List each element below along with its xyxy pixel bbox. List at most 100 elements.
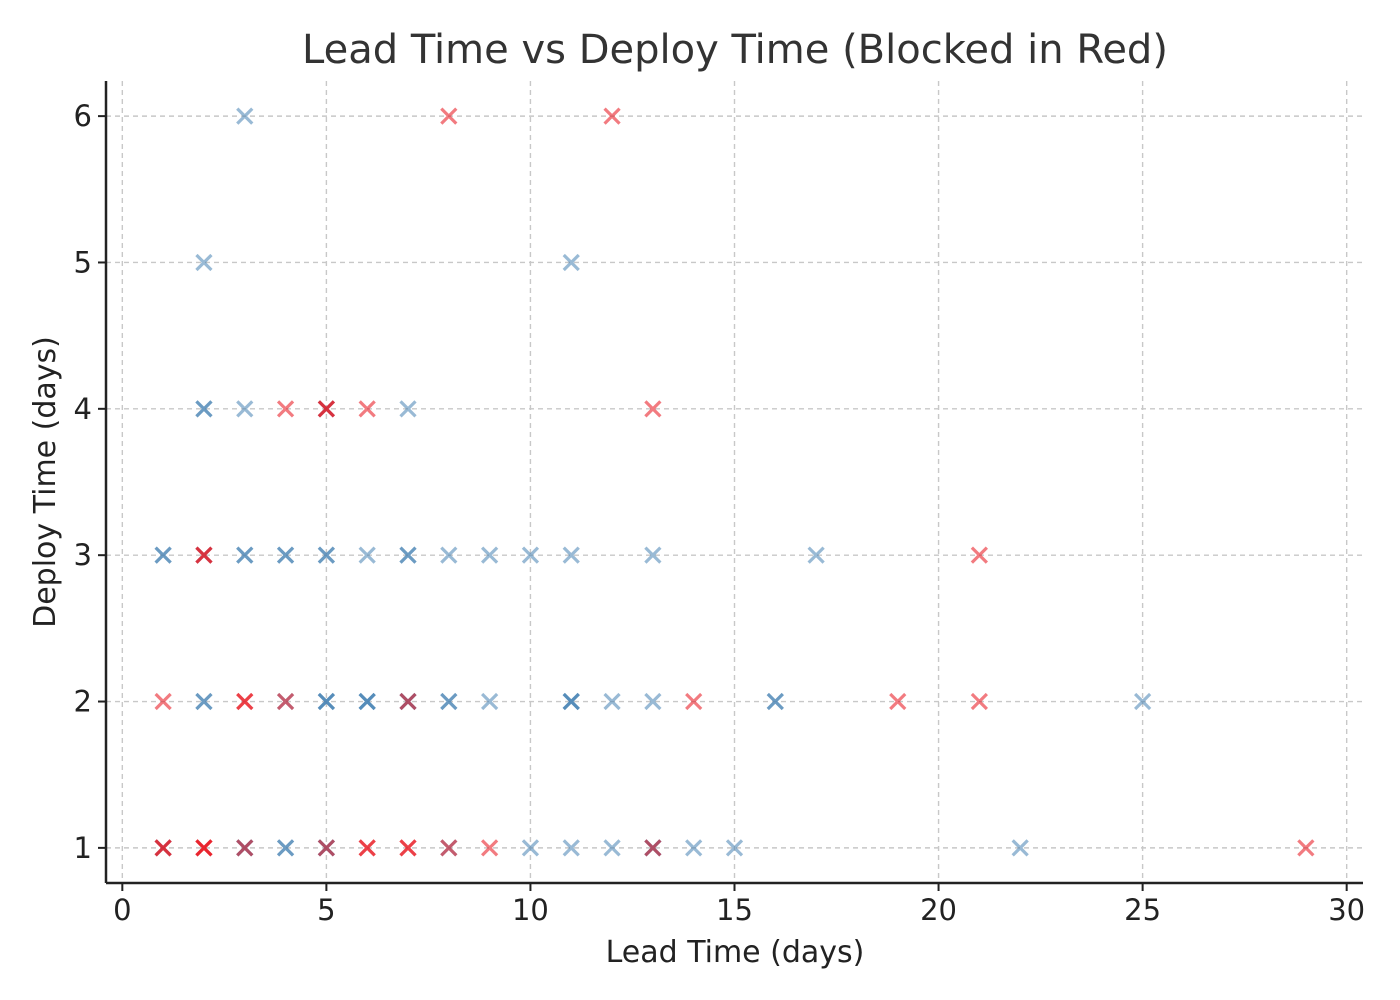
data-point (603, 692, 621, 711)
x-tick-label: 0 (113, 893, 131, 927)
marker-stroke (521, 839, 540, 857)
data-point (317, 839, 336, 857)
data-point (970, 546, 989, 564)
x-tick-label: 25 (1124, 893, 1161, 927)
marker-stroke (766, 692, 784, 711)
marker-stroke (644, 400, 662, 418)
data-point (276, 692, 295, 711)
marker-stroke (195, 692, 213, 711)
data-point (236, 107, 254, 125)
marker-stroke (358, 546, 376, 564)
data-point (1011, 839, 1029, 857)
data-point (480, 839, 499, 857)
y-axis-label: Deploy Time (days) (28, 336, 63, 628)
marker-stroke (317, 400, 336, 418)
data-point (440, 546, 458, 564)
data-point (685, 839, 703, 857)
data-point (603, 839, 621, 857)
data-point (766, 692, 784, 711)
marker-stroke (399, 400, 417, 418)
marker-stroke (276, 692, 295, 711)
x-tick-label: 30 (1328, 893, 1365, 927)
data-point (521, 546, 540, 564)
marker-stroke (562, 839, 580, 857)
marker-stroke (317, 692, 336, 711)
marker-stroke (358, 692, 376, 711)
data-point (154, 546, 172, 564)
x-axis-label: Lead Time (days) (606, 935, 865, 970)
y-tick-label: 4 (74, 392, 92, 426)
marker-stroke (644, 546, 662, 564)
marker-stroke (603, 839, 621, 857)
marker-stroke (358, 839, 376, 857)
data-point (358, 546, 376, 564)
data-point (399, 546, 417, 564)
data-point (480, 692, 499, 711)
data-point (807, 546, 825, 564)
axes: 0 5 10 15 20 25 30 1 2 3 4 5 6 (74, 81, 1365, 927)
x-tick-label: 5 (317, 893, 335, 927)
marker-stroke (725, 839, 744, 857)
marker-stroke (562, 546, 580, 564)
marker-stroke (317, 546, 336, 564)
marker-stroke (440, 546, 458, 564)
marker-stroke (236, 400, 254, 418)
data-point (562, 692, 580, 711)
data-point (276, 839, 295, 857)
data-point (440, 107, 458, 125)
data-point (562, 253, 580, 272)
marker-stroke (399, 839, 417, 857)
marker-stroke (562, 253, 580, 272)
grid-lines (106, 81, 1363, 883)
marker-stroke (276, 839, 295, 857)
marker-stroke (521, 546, 540, 564)
data-point (236, 400, 254, 418)
x-tick-label: 10 (512, 893, 549, 927)
marker-stroke (603, 692, 621, 711)
data-point (644, 546, 662, 564)
data-point (317, 692, 336, 711)
data-point (236, 839, 254, 857)
marker-stroke (440, 839, 458, 857)
chart-title: Lead Time vs Deploy Time (Blocked in Red… (302, 27, 1168, 73)
data-point (685, 692, 703, 711)
marker-stroke (807, 546, 825, 564)
data-points (154, 107, 1315, 857)
y-tick-label: 5 (74, 245, 92, 279)
marker-stroke (195, 253, 213, 272)
data-point (399, 692, 417, 711)
data-point (521, 839, 540, 857)
marker-stroke (480, 546, 499, 564)
marker-stroke (480, 692, 499, 711)
x-tick-label: 15 (716, 893, 753, 927)
data-point (644, 839, 662, 857)
marker-stroke (685, 839, 703, 857)
data-point (562, 839, 580, 857)
marker-stroke (562, 692, 580, 711)
data-point (276, 400, 295, 418)
marker-stroke (399, 692, 417, 711)
data-point (1297, 839, 1315, 857)
marker-stroke (195, 400, 213, 418)
data-point (195, 400, 213, 418)
marker-stroke (644, 692, 662, 711)
data-point (317, 546, 336, 564)
data-point (358, 839, 376, 857)
y-tick-label: 3 (74, 538, 92, 572)
marker-stroke (644, 839, 662, 857)
marker-stroke (154, 692, 172, 711)
x-tick-label: 20 (920, 893, 957, 927)
marker-stroke (317, 839, 336, 857)
marker-stroke (1133, 692, 1152, 711)
data-point (358, 400, 376, 418)
marker-stroke (236, 692, 254, 711)
data-point (358, 692, 376, 711)
data-point (195, 253, 213, 272)
data-point (195, 546, 213, 564)
marker-stroke (603, 107, 621, 125)
data-point (970, 692, 989, 711)
marker-stroke (685, 692, 703, 711)
marker-stroke (154, 546, 172, 564)
data-point (399, 839, 417, 857)
